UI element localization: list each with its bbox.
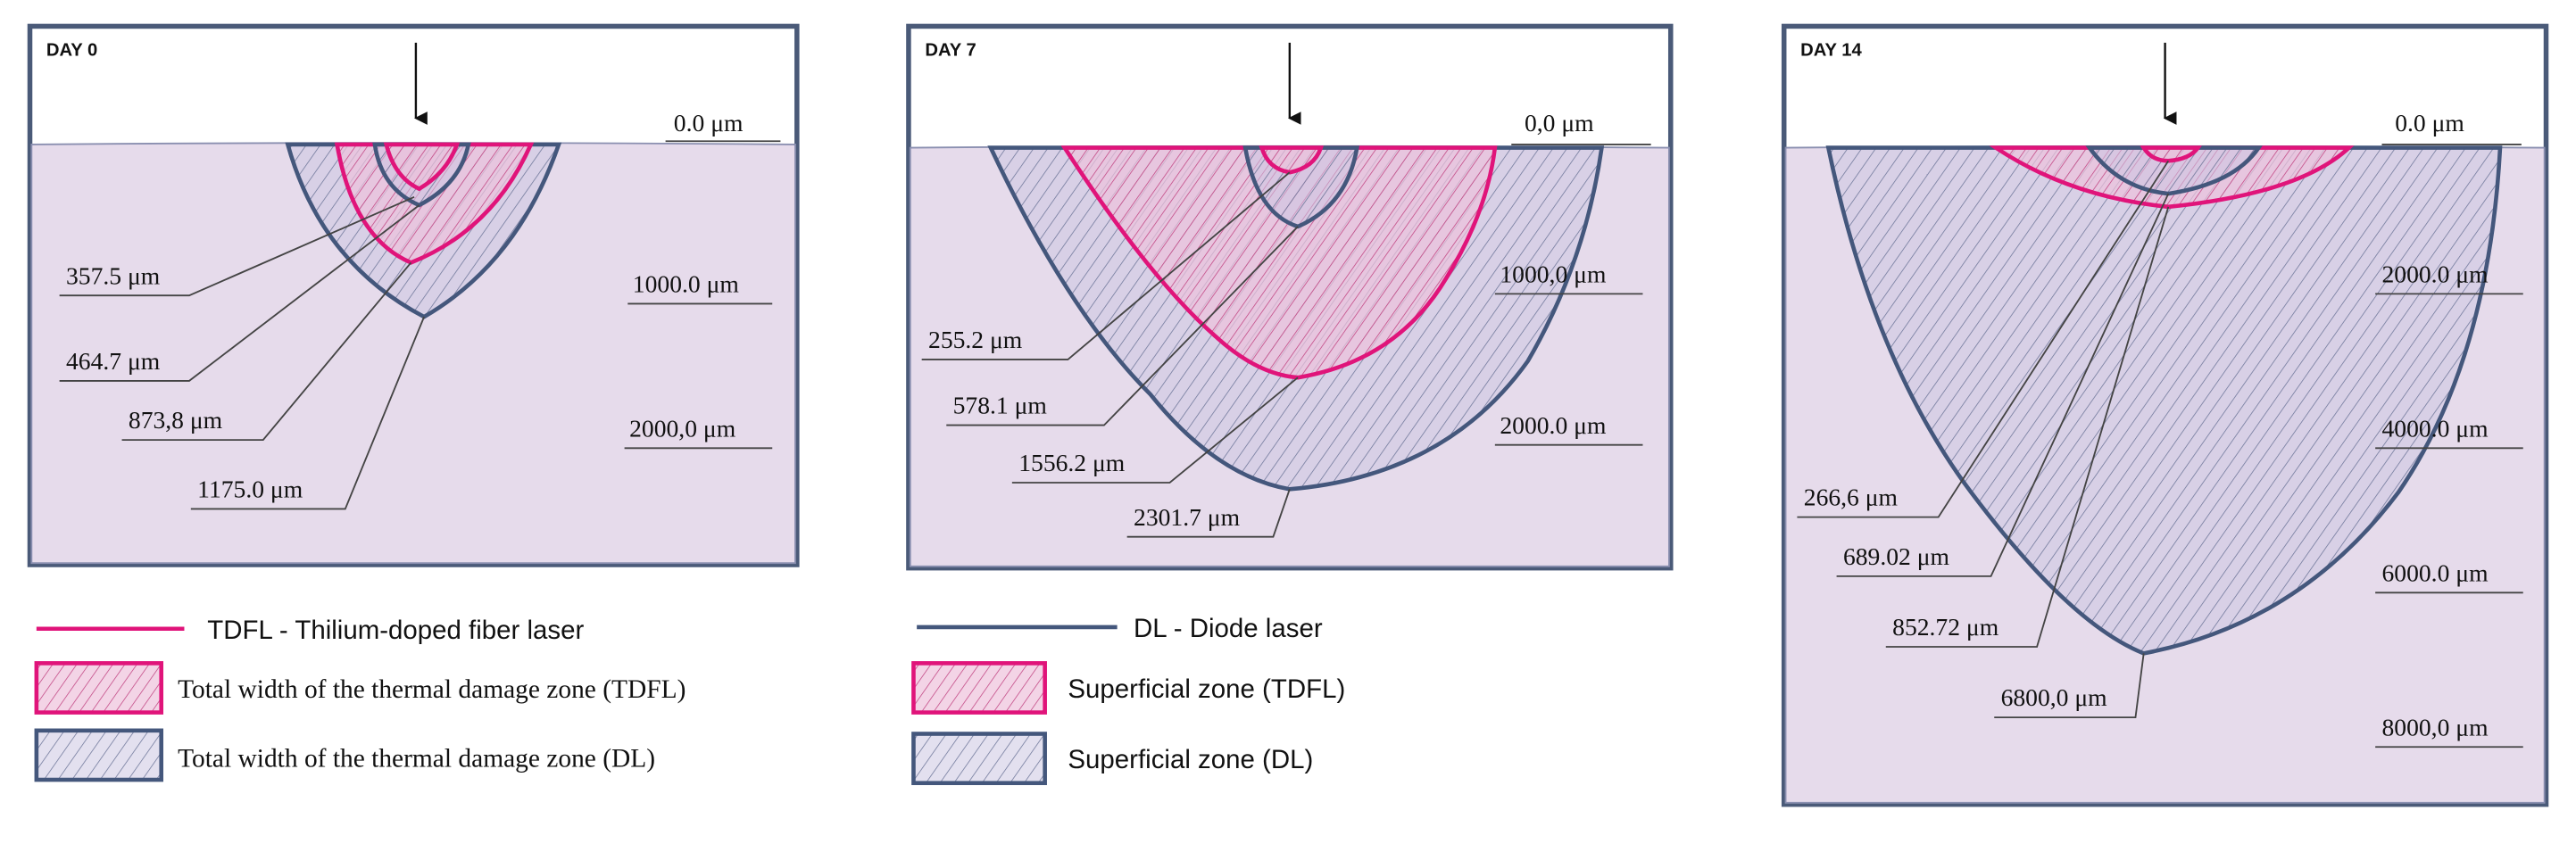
leader-line (921, 171, 1291, 360)
panel-day-0: DAY 0 0.0 μm 1000.0 μm 2000,0 μm 357.5 μ… (27, 23, 800, 567)
scale-label: 2000.0 μm (1500, 411, 1607, 439)
day-label: DAY 14 (1800, 41, 1862, 61)
legend-label: Superficial zone (DL) (1068, 745, 1313, 774)
scale-label: 6000.0 μm (2381, 558, 2489, 586)
legend-label: Total width of the thermal damage zone (… (178, 675, 686, 704)
tdfl-superficial (1259, 145, 1324, 175)
dl-zone (1825, 145, 2503, 656)
tdfl-zone (1060, 145, 1498, 380)
legend-label: TDFL - Thilium-doped fiber laser (207, 616, 584, 645)
legend-swatch (34, 661, 164, 715)
measurement-label: 689.02 μm (1843, 542, 1950, 570)
leader-line (946, 226, 1299, 426)
scale-label: 1000,0 μm (1500, 260, 1607, 287)
scale-label: 1000.0 μm (633, 270, 740, 298)
day-label: DAY 7 (925, 41, 976, 61)
dl-superficial (2085, 145, 2263, 196)
leader-line (121, 261, 412, 442)
leader-line (59, 204, 420, 382)
legend-swatch (911, 661, 1047, 715)
panel-day-7: DAY 7 0,0 μm 1000,0 μm 2000.0 μm 255.2 μ… (906, 23, 1674, 571)
measurement-label: 2301.7 μm (1134, 503, 1241, 531)
measurement-label: 255.2 μm (928, 326, 1023, 353)
measurement-label: 852.72 μm (1892, 613, 1999, 641)
scale-label: 0.0 μm (2395, 109, 2464, 136)
measurement-label: 1556.2 μm (1018, 449, 1126, 476)
measurement-label: 873,8 μm (129, 406, 223, 434)
measurement-label: 266,6 μm (1804, 484, 1899, 511)
leader-line (1126, 489, 1291, 538)
leader-line (1836, 193, 2170, 577)
leader-line (1885, 206, 2170, 648)
legend-label: Total width of the thermal damage zone (… (178, 744, 655, 773)
scale-label: 8000,0 μm (2381, 713, 2489, 740)
scale-label: 0,0 μm (1525, 109, 1594, 136)
leader-line (1797, 160, 2170, 518)
measurement-label: 357.5 μm (66, 261, 161, 289)
legend-swatch (911, 732, 1047, 786)
leader-line (1994, 653, 2145, 719)
day-label: DAY 0 (46, 41, 97, 61)
legend-swatch (34, 728, 164, 782)
tdfl-superficial (383, 142, 461, 192)
measurement-label: 1175.0 μm (197, 476, 303, 503)
leader-line (59, 195, 415, 297)
tdfl-superficial (2140, 145, 2202, 163)
leader-line (190, 316, 425, 510)
leader-line (1011, 376, 1299, 484)
legend: TDFL - Thilium-doped fiber laser Total w… (34, 614, 1345, 786)
scale-label: 0.0 μm (674, 109, 744, 136)
scale-label: 2000.0 μm (2381, 260, 2489, 287)
measurement-label: 6800,0 μm (2001, 683, 2108, 711)
scale-label: 4000.0 μm (2381, 414, 2489, 442)
legend-label: Superficial zone (TDFL) (1068, 674, 1345, 704)
measurement-label: 578.1 μm (953, 392, 1048, 419)
legend-label: DL - Diode laser (1134, 614, 1323, 643)
measurement-label: 464.7 μm (66, 347, 161, 375)
panel-day-14: DAY 14 0.0 μm 2000.0 μm 4000.0 μm 6000.0… (1781, 23, 2549, 807)
scale-label: 2000,0 μm (629, 414, 736, 442)
